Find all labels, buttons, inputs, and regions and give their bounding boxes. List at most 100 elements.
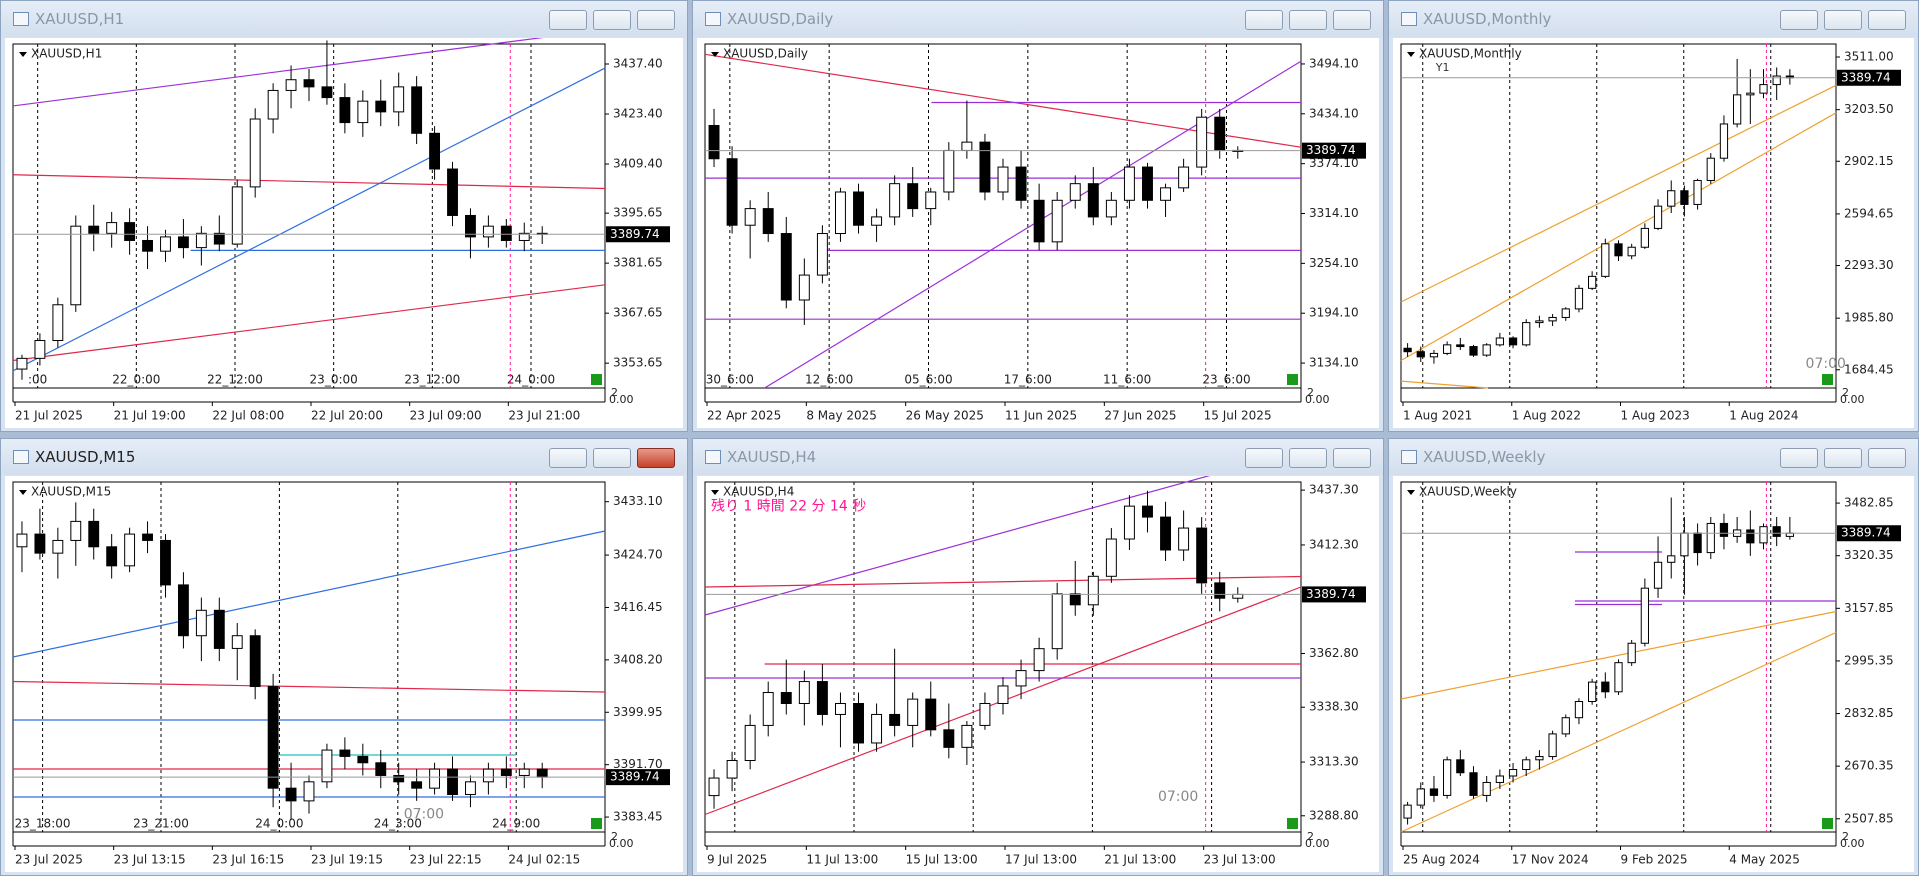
candle-body [1719, 522, 1729, 537]
window-icon [705, 450, 721, 464]
candle-body [1548, 316, 1557, 322]
maximize-button[interactable] [1289, 448, 1327, 468]
minimize-button[interactable] [1245, 10, 1283, 30]
candle-body [1667, 555, 1676, 563]
y-tick-label: 3288.80 [1309, 808, 1359, 822]
candle-body [1746, 92, 1755, 96]
candle-body [1033, 648, 1045, 672]
x-tick-label: 17 Jul 13:00 [1005, 853, 1077, 867]
vline-label: 22_0:00 [112, 373, 160, 387]
y-tick-label: 3416.45 [613, 600, 663, 614]
candle-body [482, 768, 494, 783]
candle-body [1416, 351, 1425, 358]
candle-body [780, 692, 792, 704]
chart-canvas: 3482.85 3320.35 3157.85 2995.35 2832.85 2670.… [1393, 476, 1914, 872]
price-tag-label: 3389.74 [1306, 143, 1356, 157]
candle-body [979, 141, 991, 193]
x-tick-label: 22 Jul 08:00 [212, 409, 284, 423]
candle-body [375, 100, 387, 113]
trend-line [12, 284, 606, 362]
symbol-arrow [19, 52, 27, 57]
x-tick-label: 21 Jul 2025 [15, 409, 83, 423]
sub-tick-label: 0.00 [1840, 393, 1865, 406]
window-icon [1401, 450, 1417, 464]
x-tick-label: 23 Jul 21:00 [508, 409, 580, 423]
candle-body [961, 141, 973, 151]
y-tick-label: 3511.00 [1844, 50, 1894, 64]
symbol-label: XAUUSD,M15 [31, 485, 111, 499]
maximize-button[interactable] [1824, 10, 1862, 30]
candle-body [411, 781, 423, 789]
trend-line [12, 38, 544, 107]
title-bar: XAUUSD,M15 [1, 439, 687, 475]
close-button[interactable] [637, 10, 675, 30]
candle-body [357, 100, 369, 124]
candle-body [1706, 157, 1715, 181]
candle-body [871, 216, 883, 226]
sub-tick-label: 2 [1842, 830, 1849, 843]
candle-body [1403, 347, 1412, 353]
close-button[interactable] [1333, 10, 1371, 30]
candle-body [1069, 183, 1081, 201]
trend-line [764, 60, 1302, 389]
candle-body [1719, 123, 1729, 159]
trade-indicator [1287, 818, 1298, 829]
maximize-button[interactable] [593, 448, 631, 468]
candle-body [482, 225, 494, 238]
candle-body [1495, 775, 1504, 783]
candle-body [1214, 582, 1226, 599]
close-button[interactable] [1868, 448, 1906, 468]
x-tick-label: 9 Feb 2025 [1621, 853, 1688, 867]
candle-body [1105, 199, 1117, 218]
candle-body [798, 274, 810, 301]
y-tick-label: 3434.10 [1309, 106, 1359, 120]
x-tick-label: 22 Jul 20:00 [311, 409, 383, 423]
close-button[interactable] [1333, 448, 1371, 468]
x-tick-label: 24 Jul 02:15 [508, 853, 580, 867]
minimize-button[interactable] [549, 448, 587, 468]
trend-line [1400, 610, 1837, 700]
plot-frame [12, 43, 606, 389]
chart-canvas: 3511.00 3203.50 2902.15 2594.65 2293.30 1985.… [1393, 38, 1914, 428]
sub-tick-label: 2 [1842, 386, 1849, 399]
plot-frame [1400, 481, 1837, 833]
trend-line [704, 476, 1211, 616]
candle-body [518, 232, 530, 241]
candle-body [1015, 166, 1027, 201]
y-tick-label: 2902.15 [1844, 154, 1894, 168]
candle-body [303, 79, 315, 88]
maximize-button[interactable] [1289, 10, 1327, 30]
symbol-arrow [1407, 490, 1415, 495]
y-tick-label: 2670.35 [1844, 759, 1894, 773]
x-tick-label: 1 Aug 2023 [1621, 409, 1690, 423]
minimize-button[interactable] [1780, 10, 1818, 30]
candle-body [1627, 642, 1636, 664]
minimize-button[interactable] [1780, 448, 1818, 468]
y-tick-label: 3424.70 [613, 548, 663, 562]
candle-body [1051, 199, 1063, 243]
close-button[interactable] [1868, 10, 1906, 30]
symbol-arrow [19, 490, 27, 495]
maximize-button[interactable] [1824, 448, 1862, 468]
candle-body [1601, 243, 1610, 277]
candle-body [303, 781, 315, 802]
y-tick-label: 3494.10 [1309, 56, 1359, 70]
candle-body [1456, 344, 1465, 348]
maximize-button[interactable] [593, 10, 631, 30]
minimize-button[interactable] [549, 10, 587, 30]
trade-indicator [1822, 374, 1833, 385]
minimize-button[interactable] [1245, 448, 1283, 468]
chart-note: 07:00 [1158, 789, 1198, 805]
window-icon [705, 12, 721, 26]
vline-label: 23_6:00 [1202, 373, 1250, 387]
title-bar: XAUUSD,H4 [693, 439, 1383, 475]
y-tick-label: 1684.45 [1844, 362, 1894, 376]
chart-window: XAUUSD,Monthly 3511.00 3203.50 2902.15 2594.… [1388, 0, 1919, 432]
sub-tick-label: 0.00 [609, 393, 634, 406]
window-title: XAUUSD,Daily [727, 10, 834, 28]
close-button[interactable] [637, 448, 675, 468]
sub-tick-label: 0.00 [609, 837, 634, 850]
symbol-label: XAUUSD,Monthly [1419, 47, 1522, 61]
x-tick-label: 23 Jul 16:15 [212, 853, 284, 867]
candle-body [1601, 681, 1610, 693]
